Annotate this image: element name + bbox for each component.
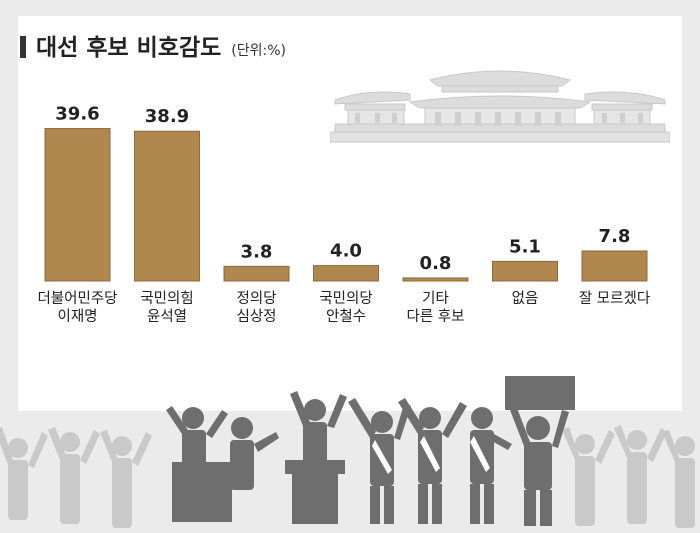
bar-value-label-5: 5.1	[509, 236, 541, 257]
bar-1	[134, 130, 200, 282]
category-label-2-1: 심상정	[236, 308, 276, 325]
bar-3	[313, 265, 379, 282]
category-label-4-0: 기타	[422, 290, 449, 307]
bar-4	[402, 277, 469, 282]
bar-value-label-3: 4.0	[330, 241, 362, 262]
bar-value-label-1: 38.9	[145, 106, 189, 127]
category-label-1-1: 윤석열	[147, 308, 187, 325]
chart-title: 대선 후보 비호감도	[36, 35, 222, 61]
chart-title-block: 대선 후보 비호감도 (단위:%)	[20, 28, 286, 62]
title-marker	[20, 36, 26, 58]
category-label-3-0: 국민의당	[319, 290, 372, 307]
category-label-5-0: 없음	[512, 290, 539, 307]
bar-2	[223, 265, 290, 282]
bar-value-label-2: 3.8	[241, 241, 273, 262]
bar-0	[44, 128, 111, 282]
category-label-0-1: 이재명	[57, 308, 97, 325]
bar-5	[492, 260, 558, 282]
category-label-3-1: 안철수	[326, 308, 366, 325]
category-label-2-0: 정의당	[236, 290, 276, 307]
palace-illustration	[330, 70, 670, 143]
category-label-6-0: 잘 모르겠다	[579, 290, 650, 307]
category-label-0-0: 더불어민주당	[37, 290, 117, 307]
bar-6	[581, 250, 648, 282]
crowd-illustration	[0, 376, 695, 528]
category-label-4-1: 다른 후보	[407, 308, 465, 325]
bar-value-label-0: 39.6	[55, 104, 99, 125]
bar-value-label-6: 7.8	[599, 226, 631, 247]
category-label-1-0: 국민의힘	[140, 290, 193, 307]
chart-panel	[18, 16, 682, 411]
bar-value-label-4: 0.8	[420, 253, 452, 274]
chart-unit: (단위:%)	[231, 43, 287, 59]
